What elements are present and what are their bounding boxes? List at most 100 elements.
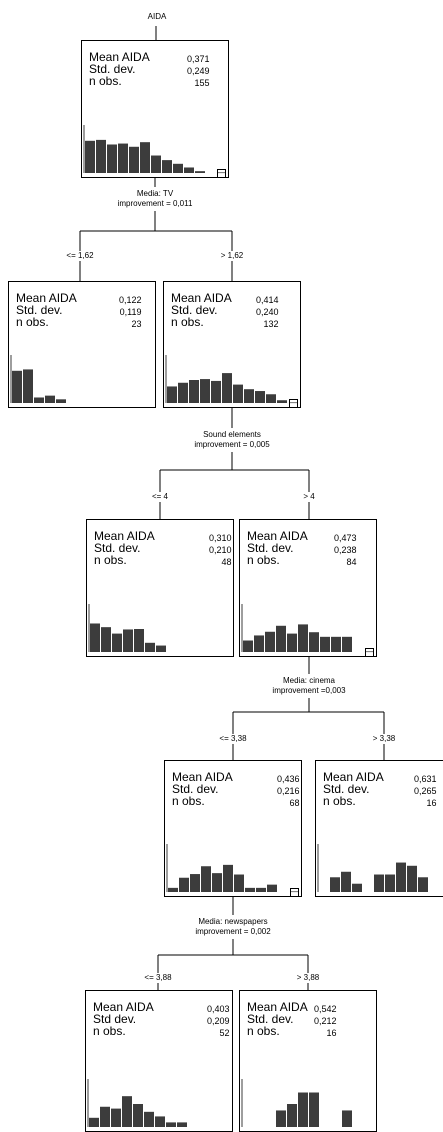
node-histogram xyxy=(83,125,205,173)
histogram-bar xyxy=(385,874,395,892)
node-histogram xyxy=(87,1079,187,1127)
histogram-bar xyxy=(277,400,287,403)
histogram-bar xyxy=(184,167,194,173)
histogram-bar xyxy=(352,883,362,892)
histogram-bar xyxy=(256,887,266,892)
histogram-bar xyxy=(129,146,139,173)
split-improvement: improvement = 0,005 xyxy=(194,440,270,449)
tree-node-n21[interactable]: Mean AIDA Std. dev. n obs. 0,310 0,210 48 xyxy=(86,519,234,657)
collapse-icon[interactable]: — xyxy=(365,647,374,656)
histogram-bar xyxy=(298,624,308,652)
collapse-icon[interactable]: — xyxy=(217,168,226,177)
n-obs-value: 155 xyxy=(194,78,210,88)
split-improvement: improvement = 0,011 xyxy=(117,199,193,208)
histogram-bar xyxy=(56,399,66,403)
histogram-bar xyxy=(407,865,417,892)
std-label: Std. dev. xyxy=(94,541,141,555)
std-label: Std. dev. xyxy=(171,303,218,317)
histogram-bar xyxy=(144,1111,154,1127)
histogram-bar xyxy=(140,142,150,173)
branch-left-label: <= 3,88 xyxy=(143,973,173,983)
histogram-bar xyxy=(45,395,55,403)
std-label: Std dev. xyxy=(93,1012,137,1026)
tree-node-n2[interactable]: Mean AIDA Std. dev. n obs. 0,414 0,240 132 — xyxy=(163,281,301,408)
histogram-bar xyxy=(418,877,428,892)
mean-value: 0,542 xyxy=(314,1004,337,1014)
node-stat-values: 0,414 0,240 132 xyxy=(256,294,279,330)
tree-node-n222[interactable]: Mean AIDA Std. dev. n obs. 0,631 0,265 16 xyxy=(315,760,443,897)
collapse-icon[interactable]: — xyxy=(290,887,299,896)
tree-node-n1[interactable]: Mean AIDA Std. dev. n obs. 0,122 0,119 23 xyxy=(8,281,156,408)
split-variable: Sound elements xyxy=(203,430,261,439)
node-stat-values: 0,122 0,119 23 xyxy=(119,294,142,330)
histogram-bar xyxy=(107,144,117,173)
split-variable: Media: TV xyxy=(136,189,174,198)
mean-label: Mean AIDA xyxy=(247,529,308,543)
branch-right-label: > 1,62 xyxy=(219,251,245,261)
std-value: 0,240 xyxy=(256,307,279,317)
histogram-bar xyxy=(267,884,277,892)
n-obs-label: n obs. xyxy=(89,74,122,88)
mean-label: Mean AIDA xyxy=(93,1000,154,1014)
split-improvement: improvement =0,003 xyxy=(272,686,346,695)
node-histogram xyxy=(317,844,428,892)
std-value: 0,119 xyxy=(119,307,142,317)
mean-value: 0,631 xyxy=(414,774,437,784)
histogram-bar xyxy=(12,370,22,403)
histogram-bar xyxy=(123,629,133,652)
tree-node-root[interactable]: Mean AIDA Std. dev. n obs. 0,371 0,249 155 — xyxy=(81,40,229,178)
histogram-bar xyxy=(287,633,297,652)
histogram-bar xyxy=(133,1104,143,1127)
histogram-bar xyxy=(145,642,155,652)
histogram-bar xyxy=(298,1092,308,1127)
histogram-bar xyxy=(266,394,276,403)
node-stat-values: 0,371 0,249 155 xyxy=(187,53,210,89)
node-histogram xyxy=(88,604,166,652)
n-obs-value: 52 xyxy=(219,1028,230,1038)
n-obs-label: n obs. xyxy=(16,315,49,329)
mean-value: 0,371 xyxy=(187,54,210,64)
histogram-bar xyxy=(212,873,222,892)
histogram-bar xyxy=(101,627,111,652)
mean-label: Mean AIDA xyxy=(16,291,77,305)
histogram-bar xyxy=(195,171,205,173)
tree-node-n2211[interactable]: Mean AIDA Std dev. n obs. 0,403 0,209 52 xyxy=(85,990,233,1132)
mean-value: 0,310 xyxy=(209,533,232,543)
node-stat-values: 0,310 0,210 48 xyxy=(209,532,232,568)
split-label: Sound elements improvement = 0,005 xyxy=(194,430,269,450)
n-obs-label: n obs. xyxy=(94,553,127,567)
node-histogram xyxy=(10,355,66,403)
node-stat-labels: Mean AIDA Std. dev. n obs. xyxy=(16,292,77,328)
node-histogram xyxy=(165,355,287,403)
histogram-bar xyxy=(287,1104,297,1127)
tree-node-n22[interactable]: Mean AIDA Std. dev. n obs. 0,473 0,238 84 — xyxy=(239,519,377,657)
split-label: Media: TV improvement = 0,011 xyxy=(118,189,193,209)
mean-label: Mean AIDA xyxy=(323,770,384,784)
histogram-bar xyxy=(112,633,122,652)
n-obs-value: 132 xyxy=(263,319,279,329)
node-stat-labels: Mean AIDA Std. dev. n obs. xyxy=(171,292,232,328)
mean-value: 0,436 xyxy=(277,774,300,784)
branch-left-label: <= 1,62 xyxy=(65,251,95,261)
histogram-bar xyxy=(245,887,255,892)
histogram-bar xyxy=(330,877,340,892)
node-stat-labels: Mean AIDA Std. dev. n obs. xyxy=(89,51,150,87)
std-value: 0,212 xyxy=(314,1016,337,1026)
histogram-bar xyxy=(189,380,199,403)
mean-label: Mean AIDA xyxy=(247,1000,308,1014)
split-label: Media: newspapers improvement = 0,002 xyxy=(195,917,270,937)
histogram-bar xyxy=(111,1108,121,1127)
mean-value: 0,414 xyxy=(256,295,279,305)
n-obs-label: n obs. xyxy=(172,794,205,808)
tree-node-n2212[interactable]: Mean AIDA Std. dev. n obs. 0,542 0,212 16 xyxy=(239,990,377,1132)
histogram-bar xyxy=(243,640,253,652)
histogram-bar xyxy=(85,140,95,173)
tree-node-n221[interactable]: Mean AIDA Std. dev. n obs. 0,436 0,216 68 — xyxy=(164,760,302,897)
node-stat-values: 0,403 0,209 52 xyxy=(207,1003,230,1039)
std-label: Std. dev. xyxy=(16,303,63,317)
split-variable: Media: newspapers xyxy=(198,917,268,926)
histogram-bar xyxy=(201,866,211,892)
std-label: Std. dev. xyxy=(247,1012,294,1026)
collapse-icon[interactable]: — xyxy=(289,398,298,407)
